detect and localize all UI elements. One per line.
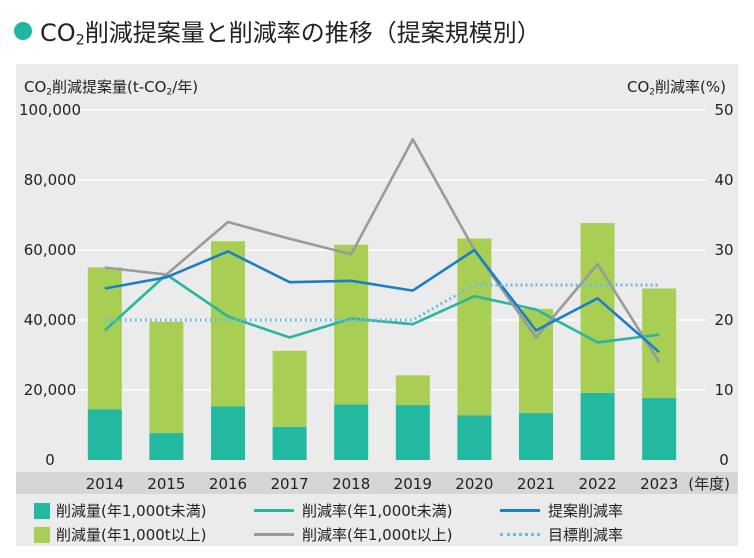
bar-large-amount	[272, 350, 307, 427]
bar-small-amount	[457, 415, 492, 460]
bar-large-amount	[211, 241, 245, 407]
line-small-rate	[103, 273, 660, 344]
title-text: CO2削減提案量と削減率の推移（提案規模別）	[40, 19, 541, 49]
chart-title: CO2削減提案量と削減率の推移（提案規模別）	[14, 14, 541, 49]
x-tick-label: 2018	[332, 475, 370, 493]
legend-item-proposal-rate: 提案削減率	[500, 500, 623, 521]
x-tick-label: 2015	[147, 475, 185, 493]
y-right-tick-label: 30	[714, 241, 733, 259]
legend-item-small-amount: 削減量(年1,000t未満)	[34, 500, 207, 521]
x-tick-label: 2019	[394, 475, 432, 493]
legend-item-target-rate: 目標削減率	[500, 524, 623, 545]
x-axis-band	[16, 472, 738, 494]
x-tick-label: 2014	[86, 475, 124, 493]
left-axis-title: CO2削減提案量(t-CO2/年)	[24, 78, 199, 98]
legend-line-target-rate	[500, 533, 540, 536]
y-left-tick-label: 100,000	[19, 101, 81, 119]
legend-label: 削減量(年1,000t未満)	[56, 502, 207, 520]
line-target-rate	[104, 283, 660, 322]
bar-large-amount	[519, 308, 553, 414]
y-right-tick-label: 20	[714, 311, 733, 329]
legend-swatch-large-amount	[34, 526, 50, 543]
legend: 削減量(年1,000t未満) 削減量(年1,000t以上) 削減率(年1,000…	[16, 494, 738, 546]
legend-label: 削減率(年1,000t未満)	[302, 502, 453, 520]
bar-large-amount	[334, 244, 369, 405]
legend-swatch-small-amount	[34, 502, 50, 519]
bar-small-amount	[334, 404, 369, 460]
x-axis-unit-label: (年度)	[688, 475, 730, 493]
line-large-rate	[104, 138, 661, 363]
y-right-tick-label: 50	[714, 101, 733, 119]
x-tick-label: 2021	[517, 475, 555, 493]
y-right-tick-label: 10	[714, 381, 733, 399]
y-right-tick-label: 0	[719, 451, 729, 469]
right-axis-title: CO2削減率(%)	[627, 78, 726, 98]
y-right-tick-label: 40	[714, 171, 733, 189]
bar-small-amount	[211, 406, 245, 460]
bar-small-amount	[580, 392, 615, 460]
y-left-tick-label: 20,000	[24, 381, 77, 399]
x-tick-label: 2020	[455, 475, 493, 493]
bar-small-amount	[272, 426, 307, 460]
y-left-tick-label: 0	[45, 451, 55, 469]
title-bullet-icon	[14, 22, 32, 40]
x-tick-label: 2023	[640, 475, 678, 493]
bar-large-amount	[87, 267, 122, 410]
y-left-tick-label: 60,000	[24, 241, 77, 259]
legend-line-small-rate	[254, 509, 294, 512]
x-tick-label: 2017	[271, 475, 309, 493]
bar-large-amount	[149, 321, 184, 434]
bar-large-amount	[395, 375, 430, 406]
bar-small-amount	[395, 405, 430, 460]
legend-item-small-rate: 削減率(年1,000t未満)	[254, 500, 453, 521]
legend-item-large-rate: 削減率(年1,000t以上)	[254, 524, 453, 545]
legend-line-large-rate	[254, 533, 294, 536]
bar-small-amount	[149, 433, 184, 460]
legend-line-proposal-rate	[500, 509, 540, 512]
bar-small-amount	[519, 413, 553, 460]
legend-label: 削減率(年1,000t以上)	[302, 526, 453, 544]
legend-label: 提案削減率	[548, 502, 624, 520]
legend-label: 削減量(年1,000t以上)	[56, 526, 207, 544]
y-left-tick-label: 80,000	[24, 171, 77, 189]
legend-label: 目標削減率	[548, 526, 624, 544]
x-tick-label: 2016	[209, 475, 247, 493]
bar-small-amount	[87, 409, 122, 460]
y-left-tick-label: 40,000	[24, 311, 77, 329]
legend-item-large-amount: 削減量(年1,000t以上)	[34, 524, 207, 545]
x-tick-label: 2022	[579, 475, 617, 493]
line-proposal-rate	[104, 248, 661, 354]
bar-small-amount	[642, 398, 677, 460]
